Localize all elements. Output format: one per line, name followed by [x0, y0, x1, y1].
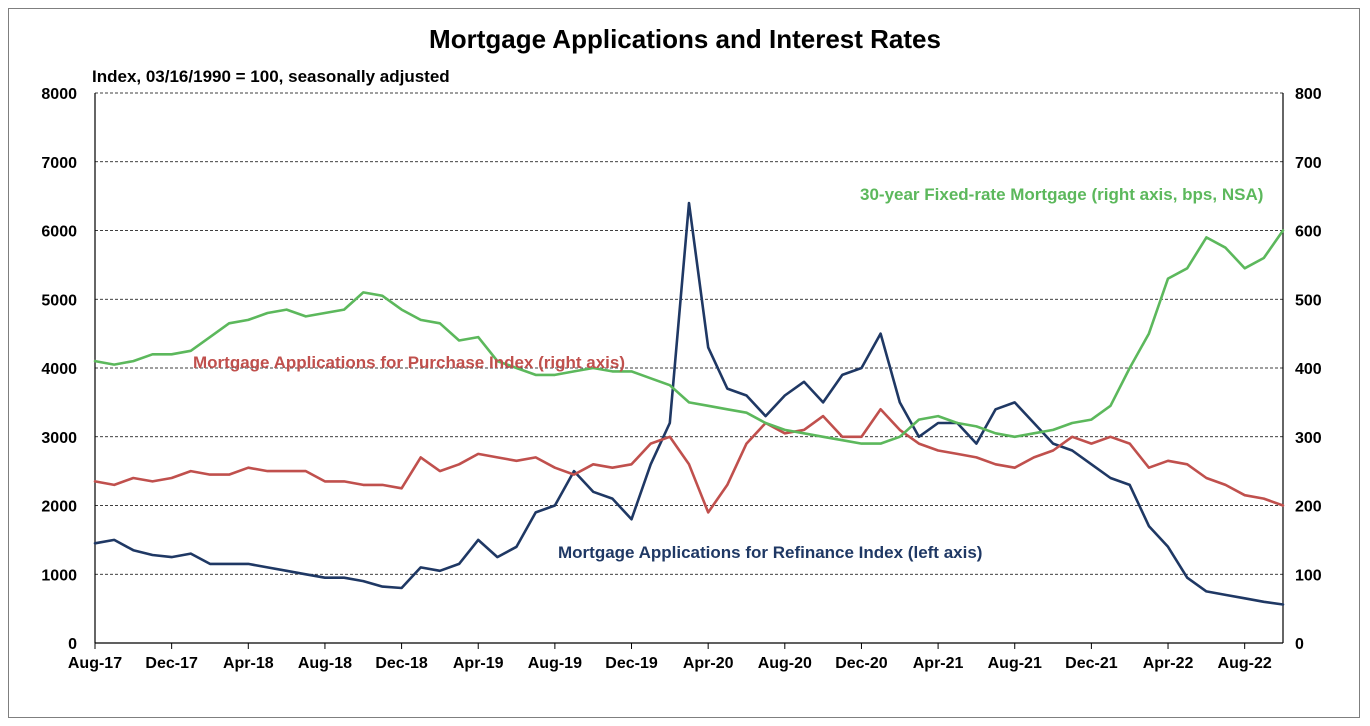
- series-line-0: [93, 201, 1285, 606]
- right-tick-label: 200: [1295, 499, 1322, 516]
- left-tick-label: 4000: [41, 361, 77, 378]
- gridlines: [95, 92, 1283, 575]
- x-tick-label: Aug-20: [758, 655, 812, 672]
- right-tick-label: 700: [1295, 155, 1322, 172]
- series-lines: [93, 201, 1285, 606]
- right-tick-label: 500: [1295, 292, 1322, 309]
- x-tick-label: Dec-20: [835, 655, 888, 672]
- left-tick-label: 2000: [41, 499, 77, 516]
- left-axis-ticks: 0 1000 2000 3000 4000 5000 6000 7000 8000: [41, 86, 77, 653]
- chart-title: Mortgage Applications and Interest Rates: [429, 24, 941, 54]
- x-tick-label: Aug-22: [1218, 655, 1272, 672]
- x-tick-label: Dec-21: [1065, 655, 1118, 672]
- x-axis-ticks: Aug-17 Dec-17 Apr-18 Aug-18 Dec-18 Apr-19 Aug-…: [68, 643, 1272, 672]
- annotation-refinance-index: Mortgage Applications for Refinance Inde…: [558, 543, 982, 562]
- x-tick-label: Dec-17: [145, 655, 198, 672]
- left-tick-label: 0: [68, 636, 77, 653]
- series-line-2: [93, 229, 1285, 445]
- annotation-fixed-rate: 30-year Fixed-rate Mortgage (right axis,…: [860, 185, 1263, 204]
- left-tick-label: 8000: [41, 86, 77, 103]
- x-tick-label: Apr-22: [1143, 655, 1194, 672]
- x-tick-label: Dec-19: [605, 655, 658, 672]
- left-tick-label: 1000: [41, 567, 77, 584]
- x-tick-label: Apr-18: [223, 655, 274, 672]
- x-tick-label: Aug-19: [528, 655, 582, 672]
- x-tick-label: Aug-18: [298, 655, 352, 672]
- right-tick-label: 800: [1295, 86, 1322, 103]
- right-tick-label: 100: [1295, 567, 1322, 584]
- chart-frame: [8, 8, 1360, 718]
- right-tick-label: 0: [1295, 636, 1304, 653]
- right-tick-label: 600: [1295, 224, 1322, 241]
- right-tick-label: 400: [1295, 361, 1322, 378]
- axes: [94, 93, 1284, 644]
- left-tick-label: 3000: [41, 430, 77, 447]
- x-tick-label: Aug-17: [68, 655, 122, 672]
- left-tick-label: 5000: [41, 292, 77, 309]
- x-tick-label: Dec-18: [375, 655, 428, 672]
- right-axis-ticks: 0 100 200 300 400 500 600 700 800: [1295, 86, 1322, 653]
- right-tick-label: 300: [1295, 430, 1322, 447]
- annotation-purchase-index: Mortgage Applications for Purchase Index…: [193, 353, 625, 372]
- left-tick-label: 7000: [41, 155, 77, 172]
- x-tick-label: Apr-21: [913, 655, 964, 672]
- left-tick-label: 6000: [41, 224, 77, 241]
- x-tick-label: Apr-19: [453, 655, 504, 672]
- x-tick-label: Aug-21: [988, 655, 1042, 672]
- chart-subtitle: Index, 03/16/1990 = 100, seasonally adju…: [92, 67, 450, 86]
- series-line-1: [93, 407, 1285, 514]
- x-tick-label: Apr-20: [683, 655, 734, 672]
